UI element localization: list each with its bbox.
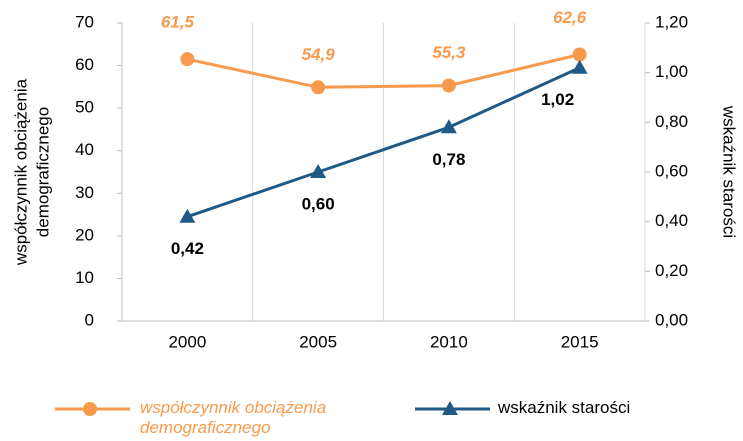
- y-axis-title: współczynnik obciążenia: [11, 78, 30, 266]
- y-tick-label: 60: [75, 55, 94, 74]
- y-tick-label: 20: [75, 225, 94, 244]
- point: [571, 59, 588, 74]
- point: [440, 119, 457, 134]
- data-label: 55,3: [432, 43, 466, 62]
- y2-tick-label: 0,20: [655, 261, 688, 280]
- point: [572, 47, 587, 62]
- x-tick-label: 2000: [168, 332, 206, 351]
- data-label: 54,9: [302, 45, 336, 64]
- x-tick-label: 2015: [561, 332, 599, 351]
- legend-marker: [442, 401, 458, 415]
- y2-tick-label: 1,00: [655, 62, 688, 81]
- y2-tick-label: 0,80: [655, 112, 688, 131]
- data-label: 0,60: [302, 194, 335, 213]
- data-label: 0,42: [171, 239, 204, 258]
- point: [441, 78, 456, 93]
- y-tick-label: 40: [75, 140, 94, 159]
- point: [310, 164, 327, 178]
- data-label: 1,02: [541, 90, 574, 109]
- x-tick-label: 2005: [299, 332, 337, 351]
- y2-tick-label: 0,60: [655, 161, 688, 180]
- legend-label: wskaźnik starości: [498, 398, 631, 417]
- legend-marker: [83, 402, 97, 416]
- y-tick-label: 50: [75, 98, 94, 117]
- data-label: 61,5: [161, 13, 195, 32]
- legend-label: współczynnik obciążenia demograficznego: [140, 398, 327, 437]
- data-label: 0,78: [432, 150, 465, 169]
- x-tick-label: 2010: [430, 332, 468, 351]
- y2-axis-title: wskaźnik starości: [720, 105, 739, 238]
- y-axis-title: demograficznego: [33, 107, 52, 237]
- series-line: [186, 66, 581, 219]
- y2-tick-label: 0,40: [655, 211, 688, 230]
- y-tick-label: 30: [75, 183, 94, 202]
- point: [180, 52, 195, 67]
- point: [179, 208, 196, 223]
- y-tick-label: 10: [75, 268, 94, 287]
- y-tick-label: 70: [75, 12, 94, 31]
- y2-tick-label: 1,20: [655, 12, 688, 31]
- y2-tick-label: 0,00: [655, 310, 688, 329]
- y-tick-label: 0: [85, 310, 94, 329]
- point: [311, 80, 326, 95]
- series-line: [187, 53, 580, 89]
- data-label: 62,6: [553, 8, 587, 27]
